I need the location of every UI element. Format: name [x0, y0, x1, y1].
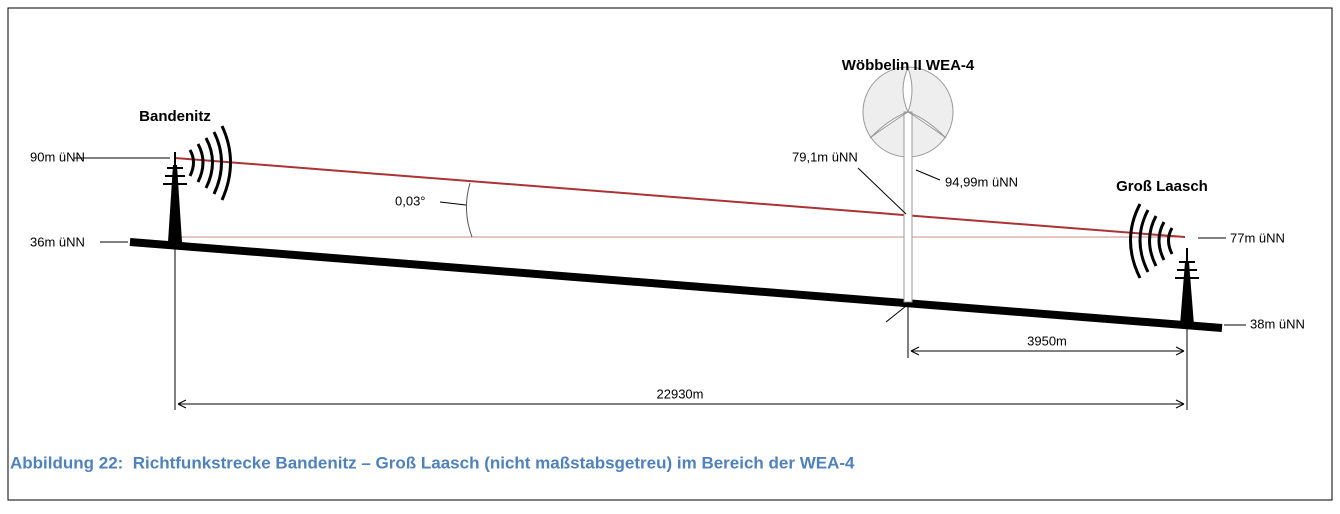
- height-label: 94,99m üNN: [945, 174, 1018, 189]
- turbine-label: Wöbbelin II WEA-4: [842, 57, 975, 74]
- height-label: 90m üNN: [30, 149, 85, 164]
- height-label: 77m üNN: [1230, 230, 1285, 245]
- angle-label: 0,03°: [395, 193, 426, 208]
- leader: [915, 169, 941, 181]
- frame: [7, 7, 1333, 501]
- leader: [439, 201, 467, 206]
- height-label: 36m üNN: [30, 234, 85, 249]
- site-label: Bandenitz: [139, 108, 211, 125]
- distance-label: 3950m: [1027, 333, 1067, 348]
- ground-line: [129, 238, 1223, 332]
- height-label: 38m üNN: [1250, 316, 1305, 331]
- height-label: 79,1m üNN: [792, 149, 858, 164]
- leader: [857, 167, 907, 215]
- site-label: Groß Laasch: [1116, 178, 1208, 195]
- dimension-lines: [174, 245, 1188, 410]
- beam-line: [174, 157, 1186, 238]
- angle-arc: [466, 182, 473, 238]
- distance-label: 22930m: [657, 386, 704, 401]
- tower-right: [1129, 203, 1199, 325]
- tower-left: [163, 125, 232, 242]
- caption: Abbildung 22: Richtfunkstrecke Bandenitz…: [10, 453, 855, 472]
